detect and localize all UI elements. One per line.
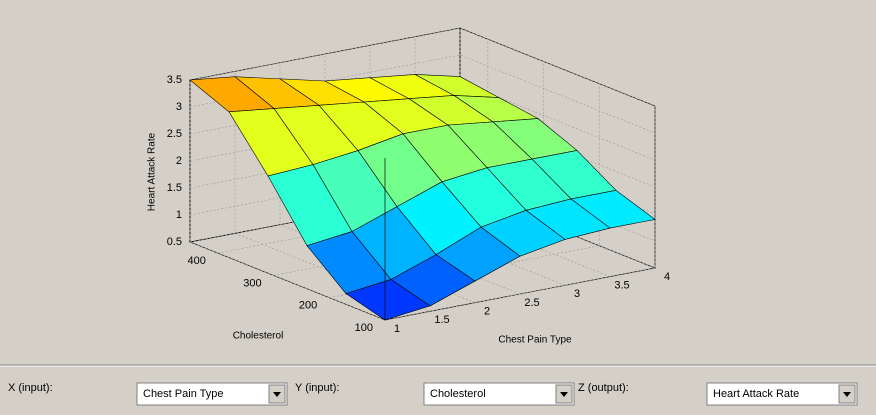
x-tick-label: 3: [574, 288, 580, 300]
dropdown-arrow[interactable]: [843, 392, 851, 397]
z-tick-label: 0.5: [167, 236, 182, 248]
surface-patch: [345, 279, 431, 321]
y-tick-label: 400: [187, 255, 205, 267]
dropdown-value[interactable]: Heart Attack Rate: [713, 388, 799, 400]
control-label: X (input):: [8, 382, 53, 394]
z-tick-label: 2: [176, 155, 182, 167]
control-panel: X (input): Chest Pain Type Y (input): Chole…: [8, 382, 858, 406]
control-label: Z (output):: [578, 382, 629, 394]
dropdown-arrow[interactable]: [560, 392, 568, 397]
x-axis-label: Chest Pain Type: [498, 335, 572, 346]
z-tick-label: 1.5: [167, 182, 182, 194]
x-tick-label: 2: [484, 306, 490, 318]
control-label: Y (input):: [295, 382, 339, 394]
x-tick-label: 1.5: [434, 314, 449, 326]
dropdown[interactable]: [423, 382, 575, 406]
x-tick-label: 3.5: [614, 280, 629, 292]
dropdown-arrow[interactable]: [273, 392, 281, 397]
z-tick-label: 2.5: [167, 128, 182, 140]
y-tick-label: 300: [243, 277, 261, 289]
y-axis-label: Cholesterol: [233, 331, 284, 342]
dropdown[interactable]: [136, 382, 288, 406]
y-tick-label: 100: [355, 322, 373, 334]
y-tick-label: 200: [299, 300, 317, 312]
z-axis-label: Heart Attack Rate: [147, 132, 158, 211]
z-tick-label: 1: [176, 209, 182, 221]
dropdown-value[interactable]: Cholesterol: [430, 388, 486, 400]
plot-area: 1 1.5 2 2.5 3 3.5 4 100 200 300 400 0.5 1 1.5 2 2.5 3 3.5…: [147, 27, 670, 346]
x-tick-label: 1: [394, 323, 400, 335]
dropdown-value[interactable]: Chest Pain Type: [143, 388, 224, 400]
dropdown[interactable]: [706, 382, 858, 406]
x-tick-label: 2.5: [524, 297, 539, 309]
z-tick-label: 3.5: [167, 74, 182, 86]
x-tick-label: 4: [664, 271, 670, 283]
z-tick-label: 3: [176, 101, 182, 113]
